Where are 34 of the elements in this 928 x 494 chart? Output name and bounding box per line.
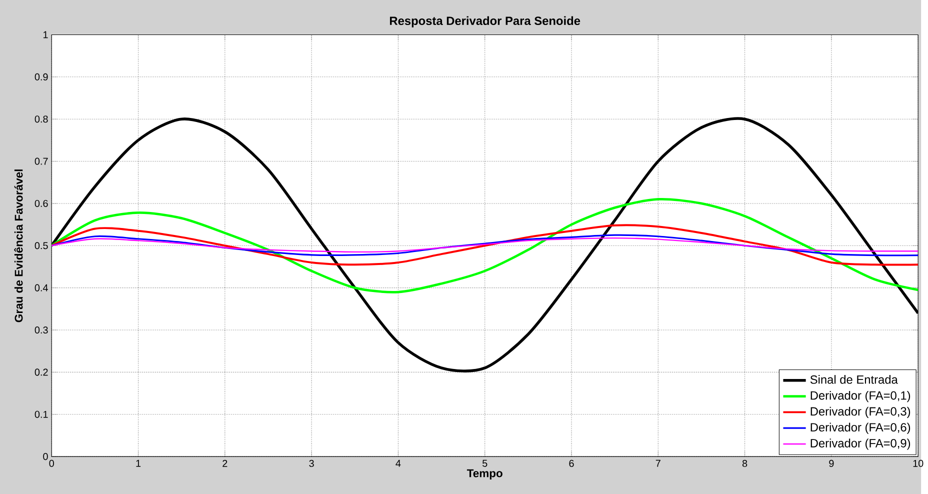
x-tick-label: 1 bbox=[136, 460, 141, 467]
y-tick-label: 0.9 bbox=[34, 73, 48, 80]
chart-title: Resposta Derivador Para Senoide bbox=[390, 16, 580, 28]
x-tick-label: 8 bbox=[742, 460, 748, 467]
y-tick-label: 0.5 bbox=[34, 242, 48, 250]
line-series bbox=[52, 234, 918, 256]
x-tick-label: 3 bbox=[309, 460, 314, 467]
y-tick-label: 0.8 bbox=[34, 115, 48, 122]
x-tick-label: 2 bbox=[222, 460, 228, 467]
y-tick-label: 0.6 bbox=[34, 200, 48, 207]
y-axis-title: Grau de Evidência Favorável bbox=[14, 169, 23, 322]
y-tick-label: 0 bbox=[43, 452, 48, 460]
legend-label: Derivador (FA=0,1) bbox=[810, 390, 910, 402]
y-tick-label: 0.7 bbox=[34, 158, 48, 165]
x-tick-label: 4 bbox=[396, 460, 401, 467]
legend-label: Derivador (FA=0,6) bbox=[810, 422, 910, 434]
y-tick-label: 0.4 bbox=[34, 284, 48, 292]
y-tick-label: 0.1 bbox=[34, 410, 48, 418]
legend-label: Derivador (FA=0,9) bbox=[810, 438, 910, 450]
x-tick-label: 6 bbox=[569, 460, 574, 467]
x-axis-title: Tempo bbox=[466, 469, 502, 480]
line-series bbox=[52, 224, 918, 266]
line-series bbox=[52, 198, 918, 294]
x-tick-label: 10 bbox=[913, 460, 924, 467]
line-series bbox=[52, 237, 918, 252]
x-tick-label: 0 bbox=[49, 460, 54, 467]
y-tick-label: 0.2 bbox=[34, 368, 48, 376]
y-tick-label: 0.3 bbox=[34, 326, 48, 334]
x-tick-label: 5 bbox=[482, 460, 488, 467]
legend-label: Sinal de Entrada bbox=[810, 374, 898, 384]
y-tick-label: 1 bbox=[43, 31, 48, 38]
x-tick-label: 7 bbox=[656, 460, 660, 467]
legend-label: Derivador (FA=0,3) bbox=[810, 406, 910, 418]
x-tick-label: 9 bbox=[829, 460, 834, 467]
